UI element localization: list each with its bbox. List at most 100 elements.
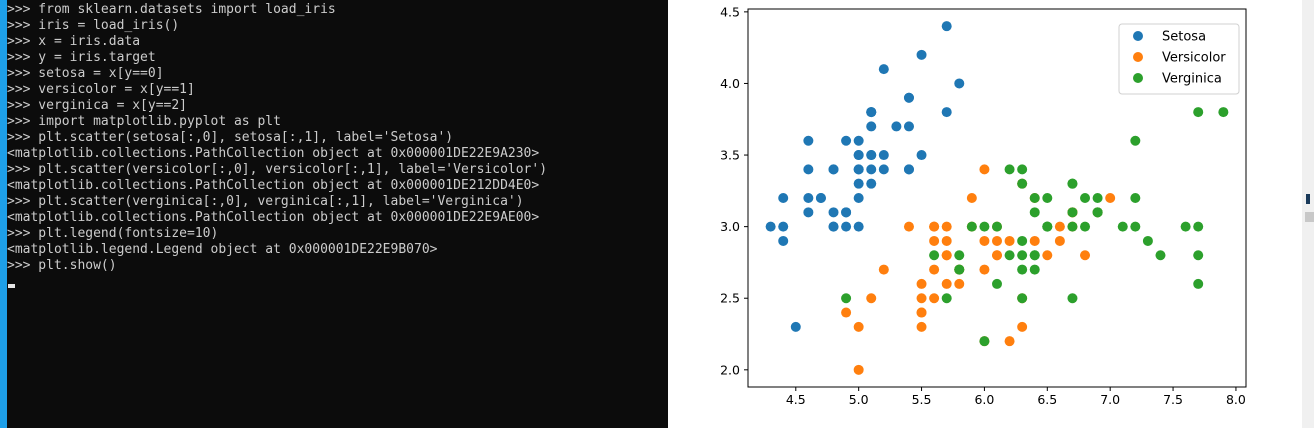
console-line: <matplotlib.collections.PathCollection o… <box>7 178 540 193</box>
point-versicolor <box>941 221 952 232</box>
point-setosa <box>903 92 914 103</box>
point-versicolor <box>1054 235 1065 246</box>
point-verginica <box>1155 250 1166 261</box>
point-verginica <box>1017 178 1028 189</box>
legend-marker-verginica <box>1133 73 1143 83</box>
point-versicolor <box>929 264 940 275</box>
point-versicolor <box>979 264 990 275</box>
point-versicolor <box>1017 321 1028 332</box>
scatter-plot: 4.5 5.0 5.5 6.0 6.5 7.0 7.5 8.0 2.0 2.5 3.0 3.5 4.0… <box>720 4 1247 407</box>
point-verginica <box>1080 221 1091 232</box>
point-setosa <box>866 150 877 161</box>
legend-marker-versicolor <box>1133 52 1143 62</box>
point-setosa <box>853 221 864 232</box>
legend-label: Setosa <box>1162 30 1206 45</box>
point-versicolor <box>941 278 952 289</box>
x-tick-label: 6.0 <box>974 392 994 407</box>
point-verginica <box>1092 193 1103 203</box>
point-setosa <box>841 135 852 146</box>
console-line: >>> plt.scatter(versicolor[:,0], versico… <box>7 162 548 177</box>
point-verginica <box>954 264 965 275</box>
point-verginica <box>954 250 965 261</box>
console-output: >>> from sklearn.datasets import load_ir… <box>7 2 547 274</box>
console-line: >>> x = iris.data <box>7 34 141 49</box>
point-versicolor <box>878 264 889 275</box>
point-versicolor <box>1004 235 1015 246</box>
point-setosa <box>778 193 789 203</box>
point-verginica <box>1193 221 1204 232</box>
console-line: >>> iris = load_iris() <box>7 18 180 33</box>
axes-frame <box>747 8 1247 388</box>
point-verginica <box>979 336 990 347</box>
y-tick-label: 3.5 <box>720 148 740 163</box>
point-setosa <box>815 193 826 203</box>
x-tick-label: 7.0 <box>1100 392 1120 407</box>
text-cursor <box>8 284 15 288</box>
point-setosa <box>841 221 852 232</box>
point-verginica <box>1092 207 1103 218</box>
point-verginica <box>1067 207 1078 218</box>
point-versicolor <box>979 164 990 175</box>
point-verginica <box>1067 221 1078 232</box>
window-left-strip <box>0 0 7 428</box>
point-setosa <box>903 121 914 132</box>
console-line: <matplotlib.collections.PathCollection o… <box>7 146 540 161</box>
legend-label: Verginica <box>1162 72 1222 87</box>
console-line: >>> import matplotlib.pyplot as plt <box>7 114 281 129</box>
point-setosa <box>903 164 914 175</box>
point-setosa <box>916 150 927 161</box>
point-setosa <box>803 164 814 175</box>
point-versicolor <box>1054 221 1065 232</box>
data-points <box>765 21 1229 375</box>
point-setosa <box>916 49 927 60</box>
point-verginica <box>1218 107 1229 118</box>
point-versicolor <box>1042 250 1053 261</box>
point-setosa <box>841 207 852 218</box>
point-verginica <box>1180 221 1191 232</box>
console-line: >>> verginica = x[y==2] <box>7 98 188 113</box>
point-verginica <box>1017 250 1028 261</box>
point-verginica <box>1193 250 1204 261</box>
x-axis-ticks: 4.5 5.0 5.5 6.0 6.5 7.0 7.5 8.0 <box>786 387 1246 407</box>
point-verginica <box>1067 293 1078 304</box>
point-versicolor <box>941 235 952 246</box>
point-setosa <box>790 321 801 332</box>
point-verginica <box>1080 193 1091 203</box>
y-tick-label: 4.0 <box>720 76 740 91</box>
point-verginica <box>1004 250 1015 261</box>
x-tick-label: 5.5 <box>912 392 932 407</box>
point-setosa <box>828 221 839 232</box>
point-setosa <box>828 164 839 175</box>
point-verginica <box>1117 221 1128 232</box>
point-setosa <box>878 164 889 175</box>
point-versicolor <box>1105 193 1116 203</box>
point-setosa <box>878 150 889 161</box>
point-verginica <box>1029 250 1040 261</box>
point-versicolor <box>954 278 965 289</box>
legend-marker-setosa <box>1133 31 1143 41</box>
point-versicolor <box>1029 235 1040 246</box>
x-tick-label: 5.0 <box>849 392 869 407</box>
point-setosa <box>853 164 864 175</box>
background-fragment-dark <box>1306 194 1310 204</box>
point-verginica <box>1004 164 1015 175</box>
point-versicolor <box>1004 336 1015 347</box>
point-verginica <box>1017 235 1028 246</box>
point-verginica <box>1130 193 1141 203</box>
point-versicolor <box>979 235 990 246</box>
point-versicolor <box>966 193 977 203</box>
point-verginica <box>979 221 990 232</box>
point-setosa <box>866 178 877 189</box>
y-tick-label: 2.5 <box>720 291 740 306</box>
console-line: <matplotlib.legend.Legend object at 0x00… <box>7 242 438 257</box>
point-verginica <box>1042 221 1053 232</box>
python-console[interactable]: >>> from sklearn.datasets import load_ir… <box>7 0 668 428</box>
point-versicolor <box>929 235 940 246</box>
point-setosa <box>803 193 814 203</box>
console-line: >>> plt.legend(fontsize=10) <box>7 226 219 241</box>
point-setosa <box>891 121 902 132</box>
x-tick-label: 6.5 <box>1037 392 1057 407</box>
y-tick-label: 2.0 <box>720 362 740 377</box>
point-versicolor <box>916 307 927 318</box>
point-verginica <box>1029 207 1040 218</box>
